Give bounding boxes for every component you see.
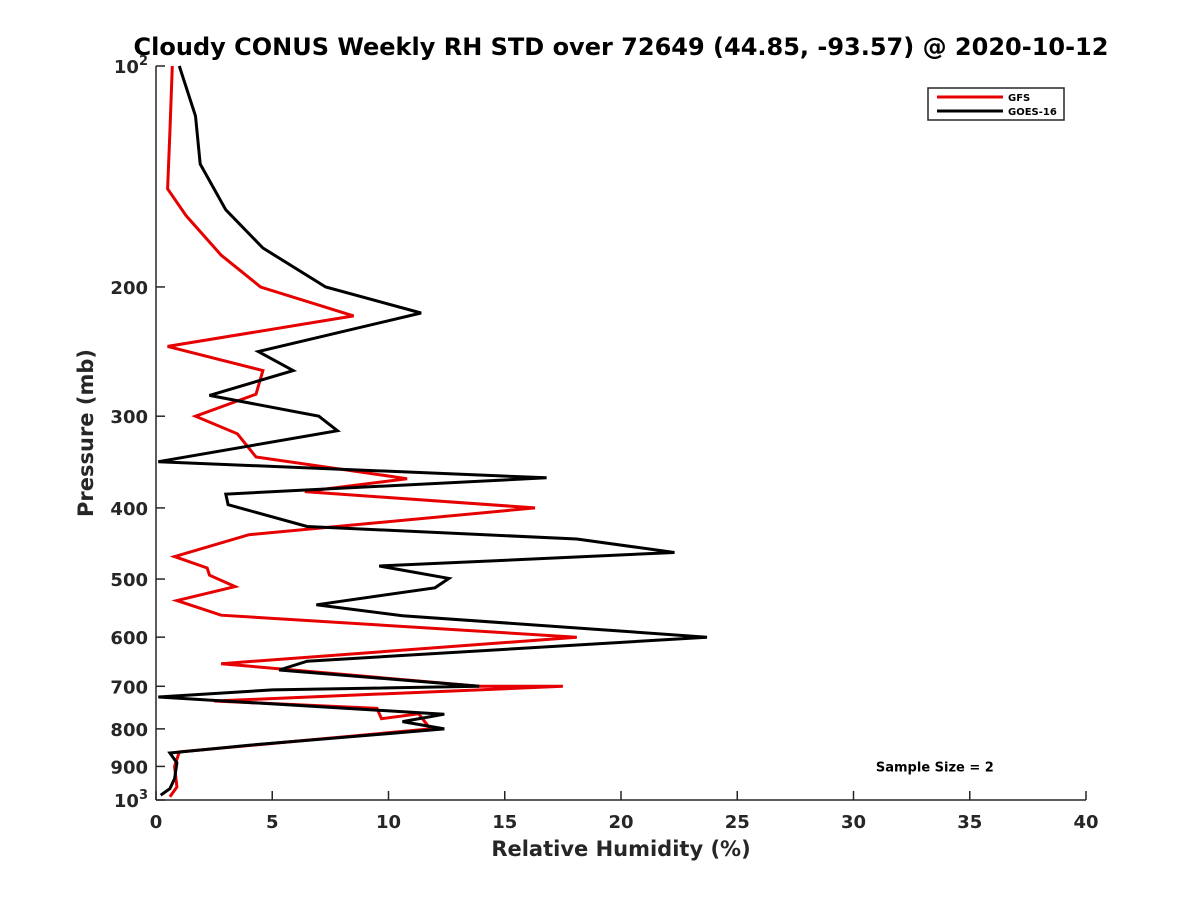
y-tick-label: 600 — [110, 628, 148, 649]
x-tick-label: 0 — [150, 812, 163, 833]
x-tick-label: 40 — [1073, 812, 1098, 833]
y-tick-label: 700 — [110, 677, 148, 698]
y-tick-label: 200 — [110, 278, 148, 299]
y-tick-label: 400 — [110, 499, 148, 520]
series-line-goes-16 — [158, 65, 708, 797]
x-tick-label: 10 — [376, 812, 401, 833]
legend-label: GFS — [1008, 93, 1030, 104]
annotations: Sample Size = 2 — [876, 760, 994, 775]
x-tick-label: 20 — [608, 812, 633, 833]
y-tick-label: 900 — [110, 757, 148, 778]
y-tick-label: 800 — [110, 720, 148, 741]
chart-title: Cloudy CONUS Weekly RH STD over 72649 (4… — [134, 33, 1109, 61]
x-tick-label: 30 — [841, 812, 866, 833]
x-axis-label: Relative Humidity (%) — [491, 837, 750, 861]
x-tick-label: 15 — [492, 812, 517, 833]
legend-label: GOES-16 — [1008, 107, 1057, 118]
y-axis-ticks: 102 200 300 400 500 600 700 800 900 103 — [110, 54, 165, 812]
legend-box — [927, 87, 1065, 121]
x-tick-label: 25 — [725, 812, 750, 833]
y-tick-label: 103 — [114, 788, 148, 812]
x-axis-ticks: 0 5 10 15 20 25 30 35 40 — [150, 791, 1099, 833]
x-tick-label: 5 — [266, 812, 279, 833]
series-line-gfs — [166, 65, 577, 798]
legend: GFS GOES-16 — [927, 87, 1065, 121]
y-tick-label: 500 — [110, 570, 148, 591]
y-axis-label: Pressure (mb) — [74, 349, 98, 517]
sample-size-annotation: Sample Size = 2 — [876, 760, 994, 775]
y-tick-label: 300 — [110, 407, 148, 428]
series-lines — [158, 65, 708, 798]
y-tick-label: 102 — [114, 54, 148, 78]
x-tick-label: 35 — [957, 812, 982, 833]
